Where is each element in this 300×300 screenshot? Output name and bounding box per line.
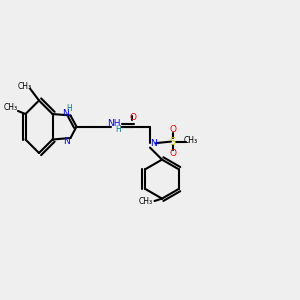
Text: N: N <box>151 139 157 148</box>
Text: CH₃: CH₃ <box>183 136 198 145</box>
Text: O: O <box>169 125 176 134</box>
Text: CH₃: CH₃ <box>138 196 153 206</box>
Text: CH₃: CH₃ <box>17 82 32 91</box>
Text: CH₃: CH₃ <box>4 103 18 112</box>
Text: N: N <box>62 109 68 118</box>
Text: H: H <box>66 104 72 113</box>
Text: S: S <box>169 136 175 147</box>
Text: O: O <box>130 113 137 122</box>
Text: O: O <box>169 149 176 158</box>
Text: H: H <box>116 124 122 134</box>
Text: NH: NH <box>107 118 121 127</box>
Text: N: N <box>64 136 70 146</box>
